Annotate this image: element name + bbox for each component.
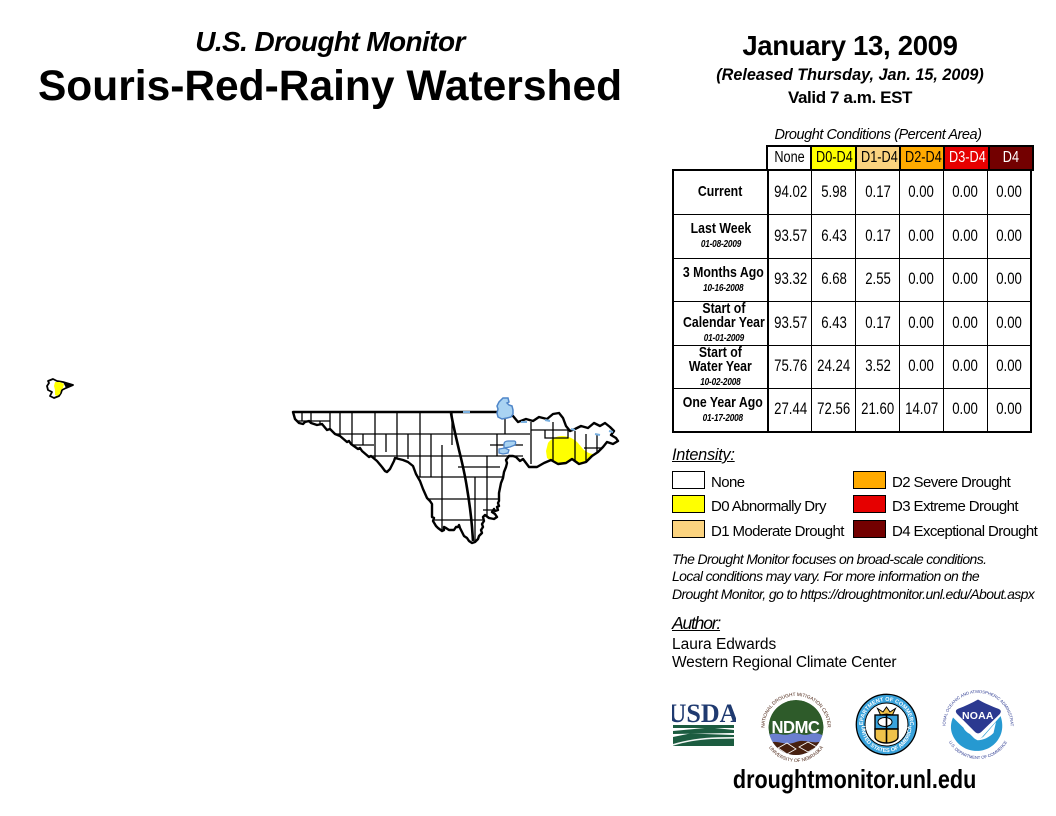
svg-text:USDA: USDA: [672, 700, 736, 728]
svg-text:NDMC: NDMC: [772, 718, 820, 737]
svg-text:NOAA: NOAA: [962, 710, 994, 722]
